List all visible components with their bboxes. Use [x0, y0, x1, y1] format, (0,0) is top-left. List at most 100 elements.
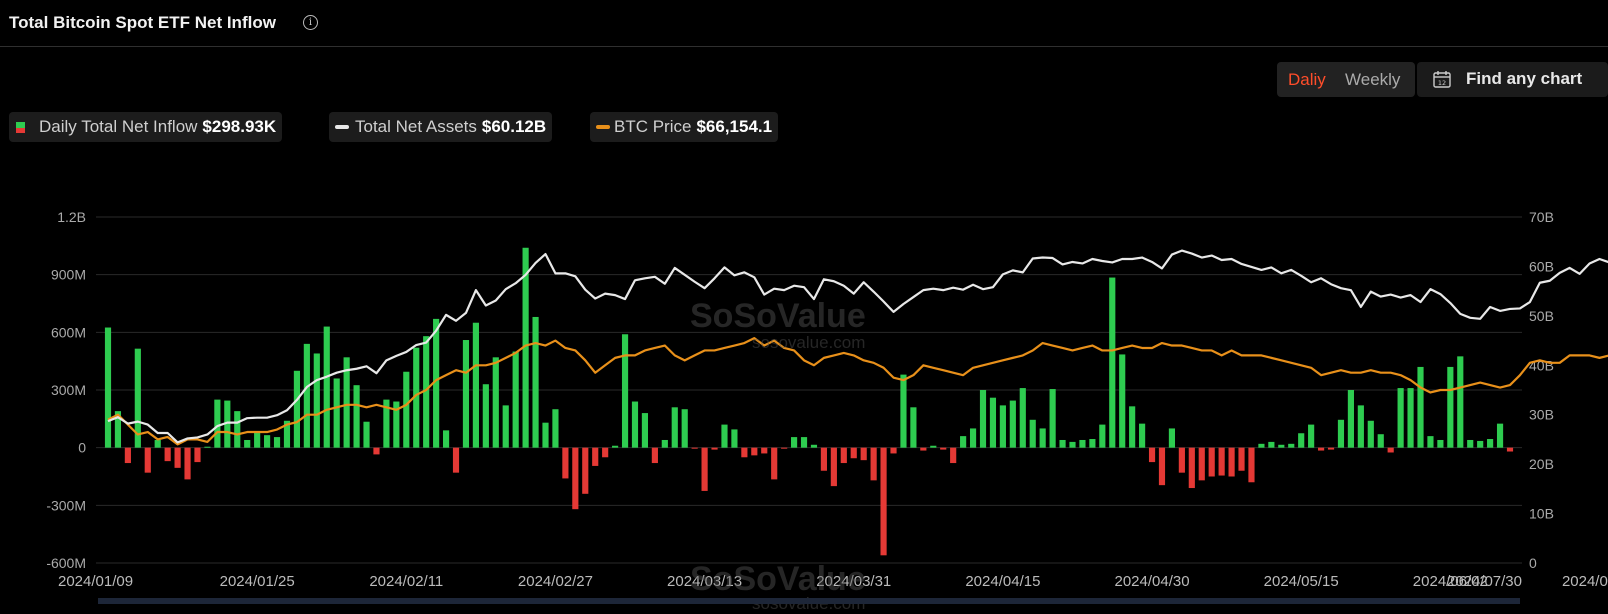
inflow-bar: [423, 336, 430, 448]
inflow-bar: [502, 405, 509, 448]
inflow-bar: [1178, 447, 1185, 473]
inflow-bar: [552, 409, 559, 448]
legend-inflow-label: Daily Total Net Inflow: [39, 117, 198, 136]
inflow-bar: [1019, 388, 1026, 448]
inflow-bar: [671, 407, 678, 448]
inflow-bar: [721, 424, 728, 448]
inflow-bar: [313, 353, 320, 448]
range-slider-track[interactable]: [98, 598, 1520, 604]
inflow-bar: [741, 447, 748, 458]
inflow-bar: [1208, 447, 1215, 477]
inflow-bar: [353, 385, 360, 448]
inflow-bar: [641, 413, 649, 448]
inflow-bar: [1467, 439, 1474, 448]
inflow-bar: [681, 409, 688, 448]
inflow-bar: [1069, 441, 1076, 448]
inflow-bar: [244, 439, 251, 448]
inflow-bar: [1039, 428, 1046, 448]
x-axis-tick: 2024/01/25: [220, 573, 295, 590]
inflow-bar: [174, 447, 181, 468]
inflow-bar: [631, 401, 639, 448]
left-axis-tick: 0: [78, 440, 86, 456]
legend-btc-price[interactable]: BTC Price $66,154.1: [590, 112, 779, 142]
legend-inflow-value: $298.93K: [202, 117, 277, 136]
inflow-bar: [880, 447, 887, 556]
inflow-bar: [452, 447, 460, 473]
inflow-bar: [383, 399, 390, 448]
find-any-chart-button[interactable]: 12 Find any chart: [1417, 62, 1608, 97]
inflow-bar: [771, 447, 778, 480]
page-title: Total Bitcoin Spot ETF Net Inflow: [9, 13, 276, 32]
left-axis-tick: -600M: [46, 555, 86, 571]
right-axis-tick: 30B: [1529, 407, 1554, 423]
inflow-bar: [999, 405, 1006, 448]
info-icon[interactable]: i: [303, 15, 318, 30]
daily-tab[interactable]: Daliy: [1288, 70, 1326, 89]
x-axis-tick: 2024/06/17: [1562, 573, 1608, 590]
inflow-bar: [144, 447, 151, 473]
find-any-chart-label: Find any chart: [1466, 69, 1583, 88]
inflow-bar: [1457, 356, 1464, 448]
inflow-bar: [1158, 447, 1166, 486]
x-axis-tick: 2024/02/11: [369, 573, 443, 590]
inflow-bar: [621, 334, 629, 448]
inflow-bar: [363, 421, 370, 448]
left-axis-tick: 600M: [51, 324, 86, 340]
inflow-bar: [373, 447, 380, 455]
inflow-bar: [1437, 439, 1444, 448]
inflow-bar: [781, 447, 788, 449]
inflow-bar: [920, 447, 927, 451]
inflow-bar: [264, 435, 271, 448]
inflow-bar: [701, 447, 708, 491]
inflow-bar: [522, 247, 529, 448]
inflow-bar: [1357, 405, 1364, 448]
price-swatch: [596, 125, 610, 129]
inflow-bar: [582, 447, 589, 494]
left-axis-tick: -300M: [46, 497, 86, 513]
inflow-bar: [134, 348, 141, 448]
calendar-icon: 12: [1433, 71, 1451, 88]
right-axis-tick: 10B: [1529, 506, 1554, 522]
svg-text:12: 12: [1438, 79, 1446, 87]
x-axis-tick: 2024/02/27: [518, 573, 593, 590]
inflow-bar: [1258, 443, 1265, 448]
x-axis-tick: 2024/03/13: [667, 573, 742, 590]
inflow-bar: [950, 447, 957, 464]
inflow-bar: [433, 318, 440, 448]
inflow-bar: [194, 447, 201, 463]
inflow-bar: [1148, 447, 1156, 463]
inflow-bar: [1367, 420, 1374, 448]
inflow-bar: [104, 327, 112, 448]
x-axis-tick: 2024/06/02: [1413, 573, 1488, 590]
x-axis-tick: 2024/03/31: [816, 573, 891, 590]
inflow-bar: [810, 444, 818, 448]
inflow-bar: [870, 447, 877, 481]
inflow-bar: [1377, 434, 1384, 448]
weekly-tab[interactable]: Weekly: [1345, 70, 1401, 89]
inflow-bar: [820, 447, 827, 471]
right-axis-tick: 70B: [1529, 209, 1554, 225]
inflow-bar: [1139, 423, 1146, 448]
inflow-bar: [1198, 447, 1205, 481]
inflow-bar: [979, 390, 987, 448]
inflow-bar: [651, 447, 658, 464]
legend-total-net-assets[interactable]: Total Net Assets $60.12B: [329, 112, 553, 142]
inflow-bar: [184, 447, 191, 480]
inflow-bar: [761, 447, 768, 454]
legend-price-value: $66,154.1: [696, 117, 773, 136]
inflow-bar: [472, 322, 479, 448]
legend-assets-value: $60.12B: [481, 117, 547, 136]
inflow-bar: [333, 378, 340, 448]
inflow-bar: [1417, 366, 1424, 448]
left-axis-tick: 1.2B: [57, 209, 86, 225]
inflow-bar: [273, 437, 281, 448]
inflow-bar: [1218, 447, 1225, 476]
inflow-bar: [791, 437, 798, 448]
inflow-bar: [482, 384, 489, 448]
period-toggle: Daliy Weekly: [1277, 62, 1415, 97]
inflow-bar: [850, 447, 857, 459]
inflow-bar: [1397, 388, 1404, 448]
inflow-bar: [840, 447, 847, 464]
inflow-bar: [124, 447, 131, 464]
legend-daily-net-inflow[interactable]: Daily Total Net Inflow $298.93K: [9, 112, 283, 142]
